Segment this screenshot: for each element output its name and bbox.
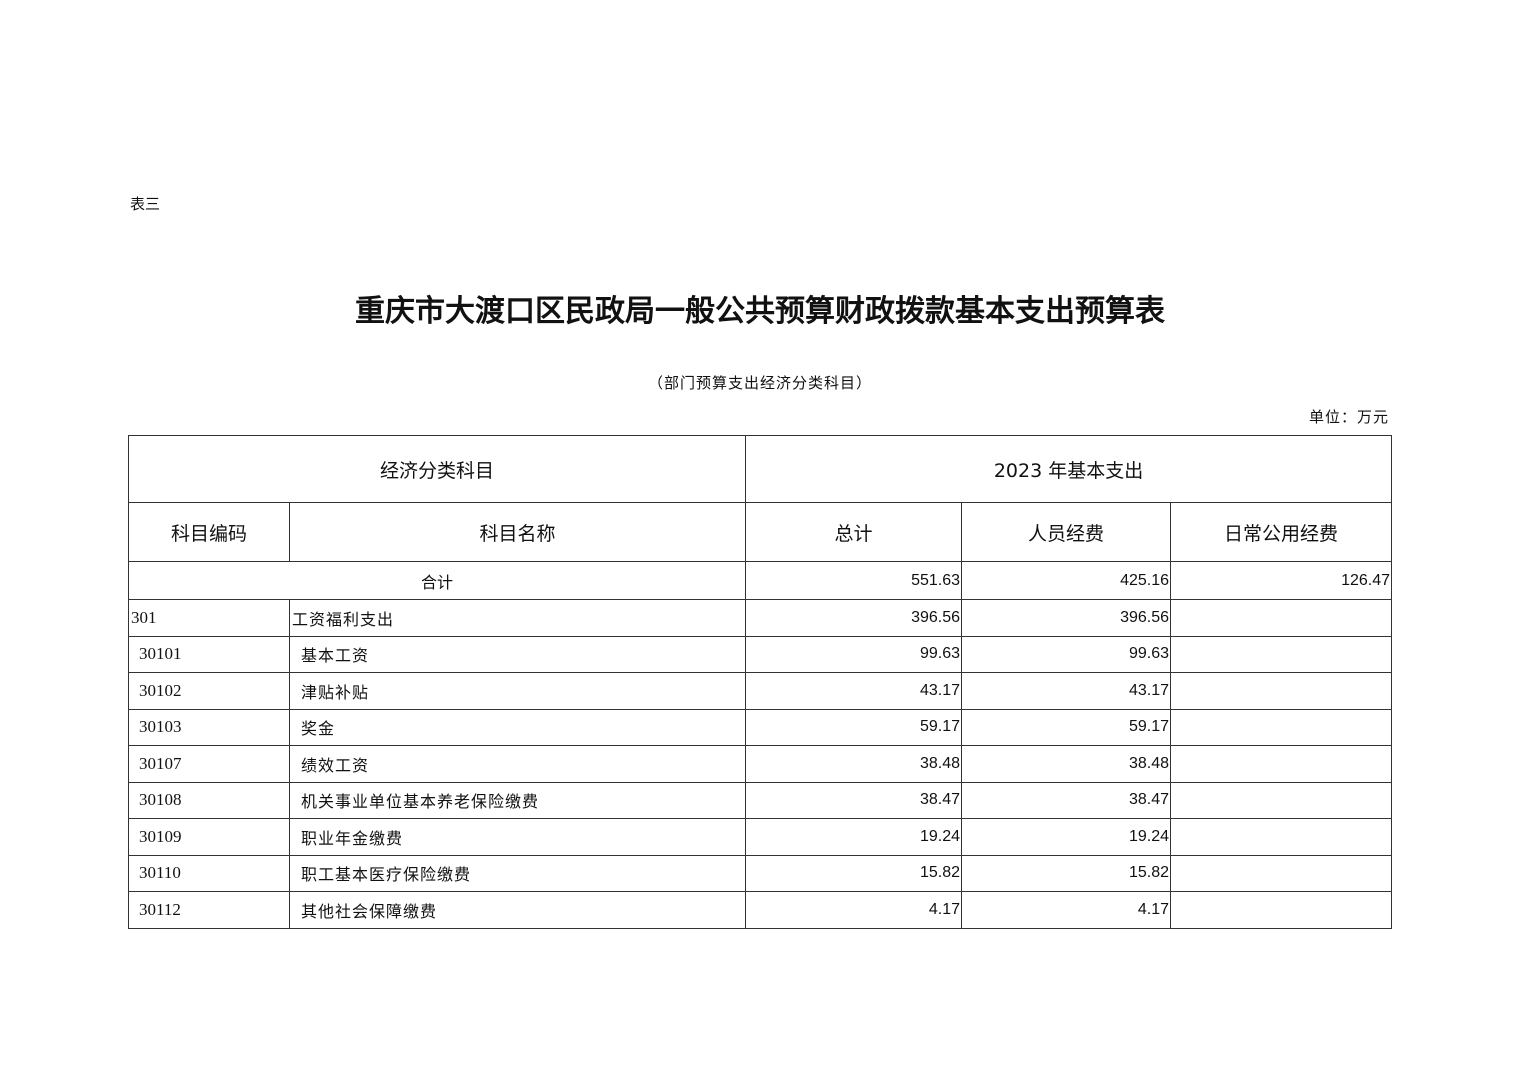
row-code: 30107 [128,745,290,783]
column-header-row: 科目编码 科目名称 总计 人员经费 日常公用经费 [128,502,1393,562]
total-total: 551.63 [745,561,963,600]
row-name: 工资福利支出 [288,599,747,637]
total-personnel: 425.16 [961,561,1172,600]
row-personnel: 19.24 [961,818,1172,856]
group-header-row: 经济分类科目 2023 年基本支出 [127,435,1393,503]
page-title: 重庆市大渡口区民政局一般公共预算财政拨款基本支出预算表 [355,294,1165,329]
row-public [1170,781,1393,819]
row-name: 津贴补贴 [288,672,747,710]
row-personnel: 396.56 [961,599,1172,637]
page-subtitle: （部门预算支出经济分类科目） [647,374,872,392]
row-personnel: 38.48 [961,745,1172,783]
row-code: 30109 [128,818,290,856]
table-row: 30108 机关事业单位基本养老保险缴费 38.47 38.47 [128,781,1393,819]
row-name: 其他社会保障缴费 [288,891,747,929]
row-total: 38.47 [745,781,963,819]
table-row: 30103 奖金 59.17 59.17 [128,708,1393,746]
row-total: 59.17 [745,708,963,746]
budget-table: 经济分类科目 2023 年基本支出 科目编码 科目名称 总计 人员经费 日常公用… [127,435,1393,929]
row-total: 396.56 [745,599,963,637]
row-code: 30101 [128,635,290,673]
table-row: 301 工资福利支出 396.56 396.56 [128,599,1393,637]
table-row: 30102 津贴补贴 43.17 43.17 [128,672,1393,710]
row-personnel: 38.47 [961,781,1172,819]
header-basic-expenditure: 2023 年基本支出 [745,435,1393,503]
row-personnel: 4.17 [961,891,1172,929]
row-personnel: 43.17 [961,672,1172,710]
row-total: 19.24 [745,818,963,856]
header-personnel: 人员经费 [961,502,1172,562]
row-personnel: 15.82 [961,854,1172,892]
header-total: 总计 [745,502,963,562]
row-public [1170,818,1393,856]
row-name: 机关事业单位基本养老保险缴费 [288,781,747,819]
row-name: 绩效工资 [288,745,747,783]
row-code: 30108 [128,781,290,819]
row-code: 301 [128,599,290,637]
table-row: 30101 基本工资 99.63 99.63 [128,635,1393,673]
row-personnel: 59.17 [961,708,1172,746]
header-code: 科目编码 [128,502,290,562]
row-code: 30110 [128,854,290,892]
row-total: 99.63 [745,635,963,673]
table-row: 30109 职业年金缴费 19.24 19.24 [128,818,1393,856]
row-name: 职业年金缴费 [288,818,747,856]
row-public [1170,672,1393,710]
row-personnel: 99.63 [961,635,1172,673]
row-name: 职工基本医疗保险缴费 [288,854,747,892]
total-label: 合计 [127,561,747,600]
table-row: 30110 职工基本医疗保险缴费 15.82 15.82 [128,854,1393,892]
row-total: 38.48 [745,745,963,783]
row-name: 奖金 [288,708,747,746]
row-public [1170,708,1393,746]
total-public: 126.47 [1170,561,1393,600]
unit-label: 单位：万元 [1308,408,1389,426]
table-number-label: 表三 [130,195,161,213]
row-total: 43.17 [745,672,963,710]
row-total: 15.82 [745,854,963,892]
row-code: 30102 [128,672,290,710]
header-name: 科目名称 [288,502,747,562]
table-row: 30112 其他社会保障缴费 4.17 4.17 [128,891,1393,929]
row-total: 4.17 [745,891,963,929]
header-economic-classification: 经济分类科目 [127,435,747,503]
row-public [1170,635,1393,673]
table-row: 30107 绩效工资 38.48 38.48 [128,745,1393,783]
header-public: 日常公用经费 [1170,502,1393,562]
total-row: 合计 551.63 425.16 126.47 [127,561,1393,600]
row-code: 30112 [128,891,290,929]
row-public [1170,891,1393,929]
row-code: 30103 [128,708,290,746]
row-public [1170,745,1393,783]
row-public [1170,854,1393,892]
row-public [1170,599,1393,637]
row-name: 基本工资 [288,635,747,673]
